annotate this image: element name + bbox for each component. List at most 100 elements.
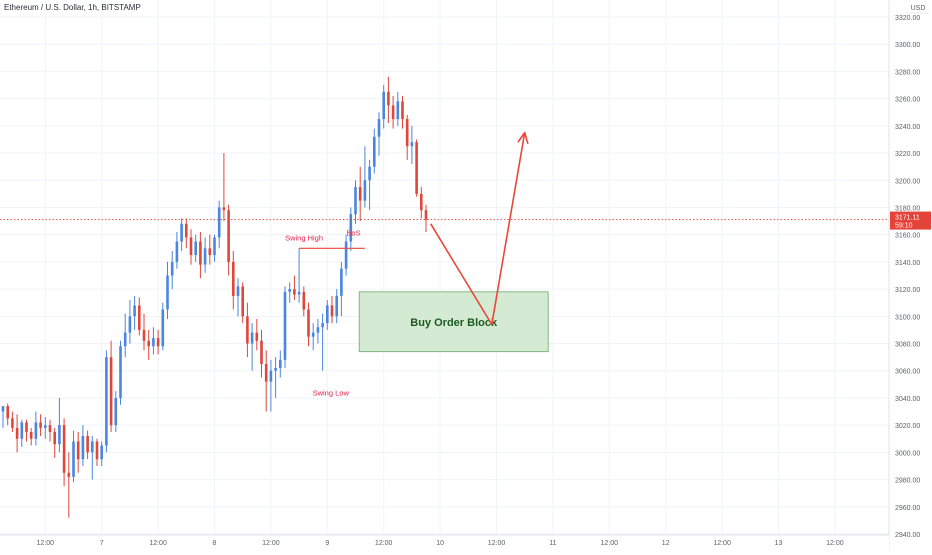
candle-body <box>354 187 357 215</box>
candle <box>358 166 362 222</box>
candle-layer <box>1 76 428 518</box>
price-tick-label: 3180.00 <box>895 205 920 212</box>
price-tick-label: 2980.00 <box>895 478 920 485</box>
candle-body <box>53 431 56 445</box>
candle <box>15 414 19 453</box>
candle-body <box>283 291 287 360</box>
candle <box>335 289 338 324</box>
candle <box>274 357 277 398</box>
time-tick-label: 11 <box>549 540 556 547</box>
candle <box>279 350 282 378</box>
candle-body <box>232 261 235 296</box>
candle <box>297 248 301 303</box>
time-tick-label: 12:00 <box>713 540 731 547</box>
candle <box>354 180 357 224</box>
candle <box>72 430 75 483</box>
time-tick-label: 9 <box>325 540 329 547</box>
candle <box>147 329 150 360</box>
candle <box>415 139 418 197</box>
candle-body <box>344 241 348 269</box>
candle-body <box>396 101 400 120</box>
candle-body <box>274 368 277 371</box>
candle-body <box>246 316 249 344</box>
candle-body <box>326 305 329 324</box>
candle-body <box>321 323 324 328</box>
candle <box>161 302 165 351</box>
candle-body <box>86 436 89 453</box>
candle-body <box>62 425 66 473</box>
annotation-layer: Buy Order Block Swing High BoS Swing Low <box>0 131 889 398</box>
price-tick-label: 3120.00 <box>895 287 920 294</box>
candle-body <box>119 346 122 398</box>
projection-path <box>430 132 526 326</box>
candle-body <box>34 422 38 439</box>
time-tick-label: 8 <box>213 540 217 547</box>
candle-body <box>203 248 207 265</box>
candle-body <box>255 332 259 341</box>
candle-body <box>25 422 28 432</box>
candle <box>236 278 240 317</box>
candle-body <box>20 422 24 439</box>
candle-body <box>147 340 150 347</box>
candle-body <box>410 142 414 147</box>
candle <box>373 128 376 174</box>
candle <box>175 231 179 269</box>
candle-body <box>11 418 14 428</box>
time-tick-label: 12 <box>662 540 670 547</box>
candle <box>293 275 296 300</box>
candle <box>387 76 390 124</box>
price-tick-label: 3080.00 <box>895 342 920 349</box>
candle-body <box>91 441 94 453</box>
candle-body <box>48 425 52 432</box>
candle <box>260 329 263 378</box>
candle-body <box>15 427 19 439</box>
candle <box>326 299 329 330</box>
candle-body <box>358 187 362 201</box>
candle <box>194 234 197 262</box>
candle-body <box>6 406 9 419</box>
candle <box>86 430 89 460</box>
price-tick-label: 3140.00 <box>895 260 920 267</box>
price-tick-label: 3000.00 <box>895 450 920 457</box>
order-block-label: Buy Order Block <box>410 317 498 329</box>
candle-body <box>156 338 160 347</box>
candle <box>232 251 235 310</box>
time-tick-label: 12:00 <box>826 540 844 547</box>
time-tick-label: 12:00 <box>375 540 393 547</box>
candle <box>128 299 132 344</box>
candle <box>44 416 47 439</box>
candle-body <box>236 286 240 296</box>
candle <box>424 204 428 232</box>
candle <box>288 282 291 303</box>
projection-arrowhead <box>517 131 529 145</box>
candle-body <box>382 91 385 120</box>
candle <box>109 340 113 432</box>
candle-body <box>114 397 118 426</box>
candle <box>189 229 193 265</box>
candle <box>250 323 254 371</box>
candle <box>25 419 28 442</box>
candle <box>302 286 306 317</box>
candle <box>321 313 324 371</box>
candle <box>420 187 423 219</box>
candle <box>241 282 244 324</box>
candle-body <box>330 305 334 317</box>
candle <box>349 207 353 252</box>
price-tick-label: 3020.00 <box>895 423 920 430</box>
candle-body <box>302 291 306 310</box>
candle <box>156 329 160 355</box>
time-tick-label: 12:00 <box>149 540 167 547</box>
price-tick-label: 3260.00 <box>895 97 920 104</box>
candle-body <box>39 422 42 428</box>
candle-body <box>76 441 80 460</box>
candle-body <box>260 340 263 364</box>
swing-low-label: Swing Low <box>313 389 350 398</box>
candle <box>58 397 61 453</box>
candle-body <box>363 180 367 201</box>
swing-high-label: Swing High <box>285 233 323 242</box>
price-tick-label: 2960.00 <box>895 505 920 512</box>
candle <box>100 441 103 466</box>
candle-body <box>105 357 108 446</box>
